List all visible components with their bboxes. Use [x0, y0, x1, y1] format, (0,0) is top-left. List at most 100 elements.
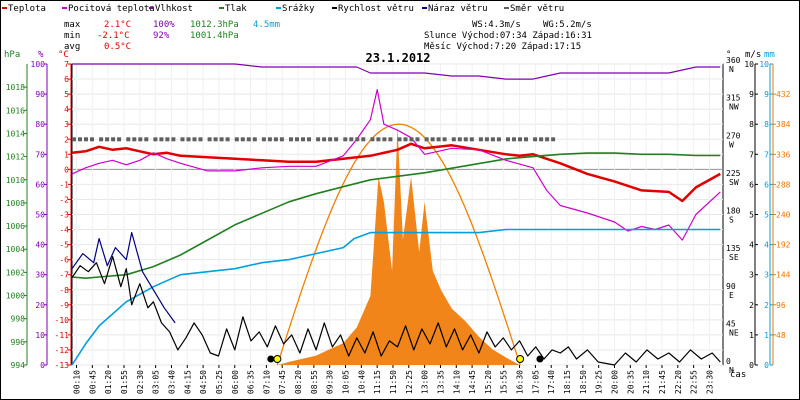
unit-pct: % — [38, 50, 44, 60]
direction-point — [198, 137, 203, 142]
pressure_hpa-tick-label: 1010 — [6, 176, 25, 185]
direction-point — [207, 137, 212, 142]
rain_mm-tick-label: 9 — [764, 90, 769, 99]
rain_mm-tick-label: 7 — [764, 150, 769, 159]
direction-tick-label: 225 — [726, 169, 741, 178]
direction-point — [524, 137, 528, 142]
direction-point — [376, 137, 381, 142]
wind_ms-tick-label: 3 — [749, 271, 754, 280]
series-line-0 — [71, 142, 721, 203]
direction-point — [307, 137, 311, 142]
pressure_hpa-tick-label: 1012 — [6, 153, 25, 162]
direction-point — [234, 137, 239, 142]
pressure_hpa-tick-label: 998 — [11, 315, 26, 324]
direction-point — [512, 137, 516, 142]
stat-avg-temp: 0.5°C — [104, 42, 131, 52]
direction-point — [90, 137, 94, 142]
direction-compass-label: W — [729, 140, 734, 149]
direction-point — [171, 137, 176, 142]
direction-point — [72, 137, 76, 142]
direction-point — [551, 137, 556, 142]
direction-point — [153, 137, 158, 142]
humidity_pct-tick-label: 90 — [35, 90, 45, 99]
direction-point — [409, 137, 414, 142]
sunrise-marker — [273, 355, 282, 363]
direction-point — [403, 137, 408, 142]
time-tick-label: 18:50 — [579, 370, 588, 394]
direction-point — [328, 137, 333, 142]
direction-compass-label: SE — [729, 253, 739, 262]
time-tick-label: 19:25 — [595, 370, 604, 394]
direction-point — [355, 137, 360, 142]
stat-max-label: max — [64, 20, 81, 30]
direction-tick-label: 180 — [726, 207, 741, 216]
time-tick-label: 15:20 — [484, 370, 493, 394]
legend-label: Srážky — [282, 4, 315, 14]
right-axes: 0N45NE90E135SE180S225SW270W315NW360N0123… — [726, 56, 791, 375]
stat-min-temp: -2.1°C — [97, 31, 130, 41]
direction-tick-label: 135 — [726, 244, 741, 253]
temperature_c-tick-label: 4 — [64, 105, 69, 114]
humidity_pct-tick-label: 50 — [35, 211, 45, 220]
direction-point — [99, 137, 104, 142]
wind_ms-tick-label: 4 — [749, 241, 754, 250]
direction-point — [463, 137, 468, 142]
solar-tick-label: 432 — [776, 90, 791, 99]
series-line-6 — [71, 232, 176, 324]
temperature_c-tick-label: 2 — [64, 135, 69, 144]
direction-point — [382, 137, 387, 142]
direction-point — [246, 137, 251, 142]
direction-point — [370, 137, 375, 142]
direction-point — [180, 137, 185, 142]
time-tick-label: 23:30 — [705, 370, 714, 394]
time-tick-label: 05:25 — [215, 370, 224, 394]
humidity_pct-tick-label: 20 — [35, 301, 45, 310]
temperature_c-tick-label: -4 — [59, 226, 69, 235]
chart-title: 23.1.2012 — [365, 51, 430, 65]
time-tick-label: 08:20 — [294, 370, 303, 394]
time-tick-label: 07:45 — [278, 370, 287, 394]
unit-ms: m/s — [745, 50, 761, 60]
humidity_pct-tick-label: 100 — [31, 60, 46, 69]
direction-compass-label: N — [729, 366, 734, 375]
wind_ms-tick-label: 5 — [749, 211, 754, 220]
time-tick-label: 13:00 — [421, 370, 430, 394]
direction-point — [240, 137, 245, 142]
series-group — [71, 63, 721, 366]
direction-point — [295, 137, 299, 142]
time-tick-label: 10:40 — [357, 370, 366, 394]
time-tick-label: 08:55 — [310, 370, 319, 394]
solar-tick-label: 240 — [776, 211, 791, 220]
direction-tick-label: 0 — [726, 357, 731, 366]
pressure_hpa-tick-label: 1002 — [6, 268, 25, 277]
solar-radiation-area — [276, 123, 521, 366]
time-tick-label: 22:55 — [690, 370, 699, 394]
wind_ms-tick-label: 6 — [749, 180, 754, 189]
stat-sun: Slunce Východ:07:34 Západ:16:31 — [424, 31, 592, 41]
direction-point — [261, 137, 266, 142]
time-tick-label: 20:35 — [626, 370, 635, 394]
time-axis: 00:10 00:45 01:20 01:55 02:30 03:05 03:40 04:15… — [73, 365, 714, 394]
solar-tick-label: 336 — [776, 150, 791, 159]
legend: Teplota Pocitová teplota Vlhkost Tlak Srážky… — [2, 4, 564, 14]
rain_mm-tick-label: 8 — [764, 120, 769, 129]
wind_ms-tick-label: 7 — [749, 150, 754, 159]
time-tick-label: 22:20 — [674, 370, 683, 394]
direction-point — [144, 137, 149, 142]
legend-label: Teplota — [8, 4, 46, 14]
stat-max-temp: 2.1°C — [104, 20, 131, 30]
direction-point — [457, 137, 462, 142]
stat-max-press: 1012.3hPa — [190, 20, 239, 30]
solar-tick-label: 144 — [776, 271, 791, 280]
direction-point — [132, 137, 137, 142]
temperature_c-tick-label: -2 — [59, 195, 69, 204]
direction-point — [545, 137, 550, 142]
direction-compass-label: SW — [729, 178, 739, 187]
pressure_hpa-tick-label: 1004 — [6, 245, 25, 254]
rain_mm-tick-label: 2 — [764, 301, 769, 310]
direction-point — [388, 137, 393, 142]
direction-point — [496, 137, 501, 142]
pressure_hpa-tick-label: 1018 — [6, 83, 25, 92]
temperature_c-tick-label: 5 — [64, 90, 69, 99]
